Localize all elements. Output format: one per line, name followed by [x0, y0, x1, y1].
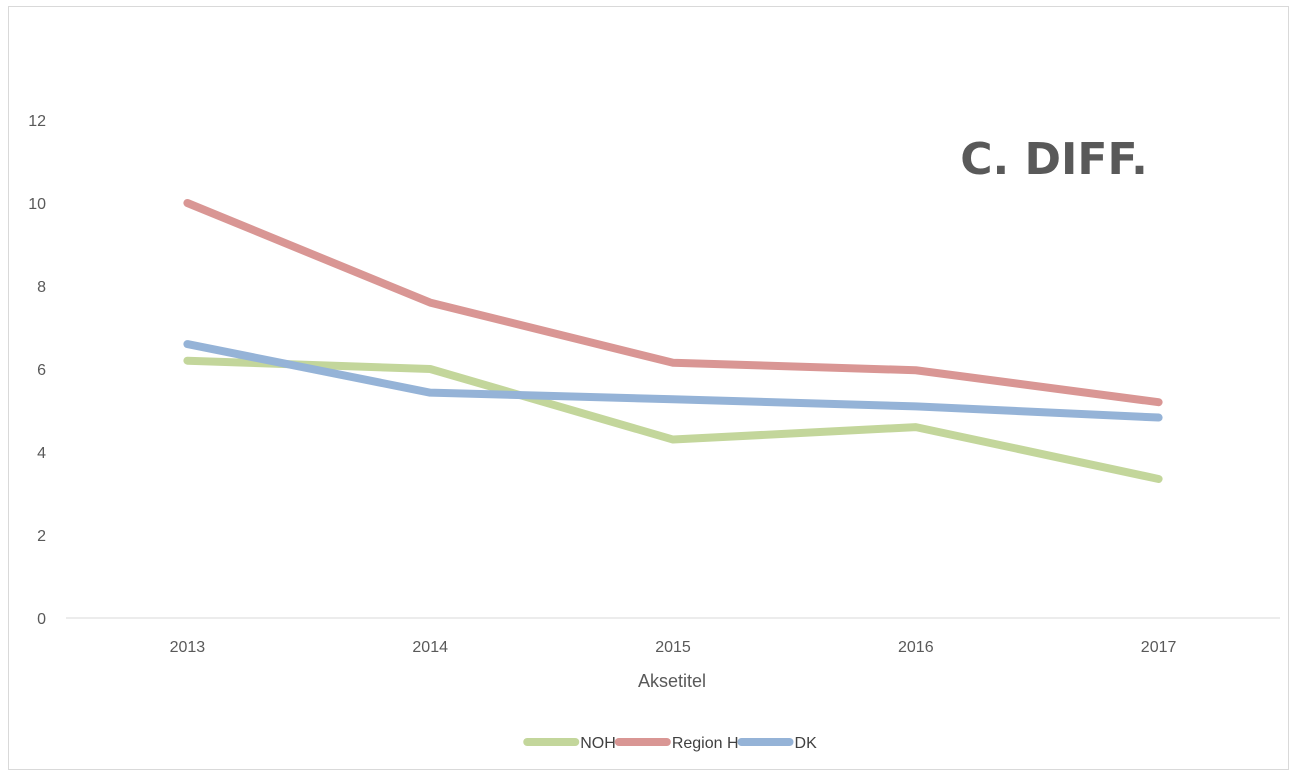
y-tick-label: 10 — [28, 196, 46, 213]
x-axis-ticks: 2013 2014 2015 2016 2017 — [170, 639, 1177, 656]
chart-title: C. DIFF. — [960, 134, 1148, 185]
x-tick-label: 2017 — [1141, 639, 1177, 656]
series-line-dk — [183, 340, 1163, 422]
x-tick-label: 2013 — [170, 639, 206, 656]
y-tick-label: 4 — [37, 445, 46, 462]
y-tick-label: 0 — [37, 611, 46, 628]
x-axis-title: Aksetitel — [638, 671, 706, 691]
series-lines — [183, 199, 1163, 483]
y-tick-label: 12 — [28, 113, 46, 130]
legend-label: DK — [795, 735, 818, 752]
x-tick-label: 2016 — [898, 639, 934, 656]
x-tick-label: 2015 — [655, 639, 691, 656]
legend: NOH Region H DK — [523, 735, 818, 752]
legend-label: NOH — [580, 735, 616, 752]
y-tick-label: 6 — [37, 362, 46, 379]
y-tick-label: 8 — [37, 279, 46, 296]
y-axis-ticks: 0 2 4 6 8 10 12 — [28, 113, 46, 628]
legend-label: Region H — [672, 735, 739, 752]
series-line-region-h — [183, 199, 1163, 407]
y-tick-label: 2 — [37, 528, 46, 545]
x-tick-label: 2014 — [412, 639, 448, 656]
series-line-noh — [183, 356, 1163, 483]
